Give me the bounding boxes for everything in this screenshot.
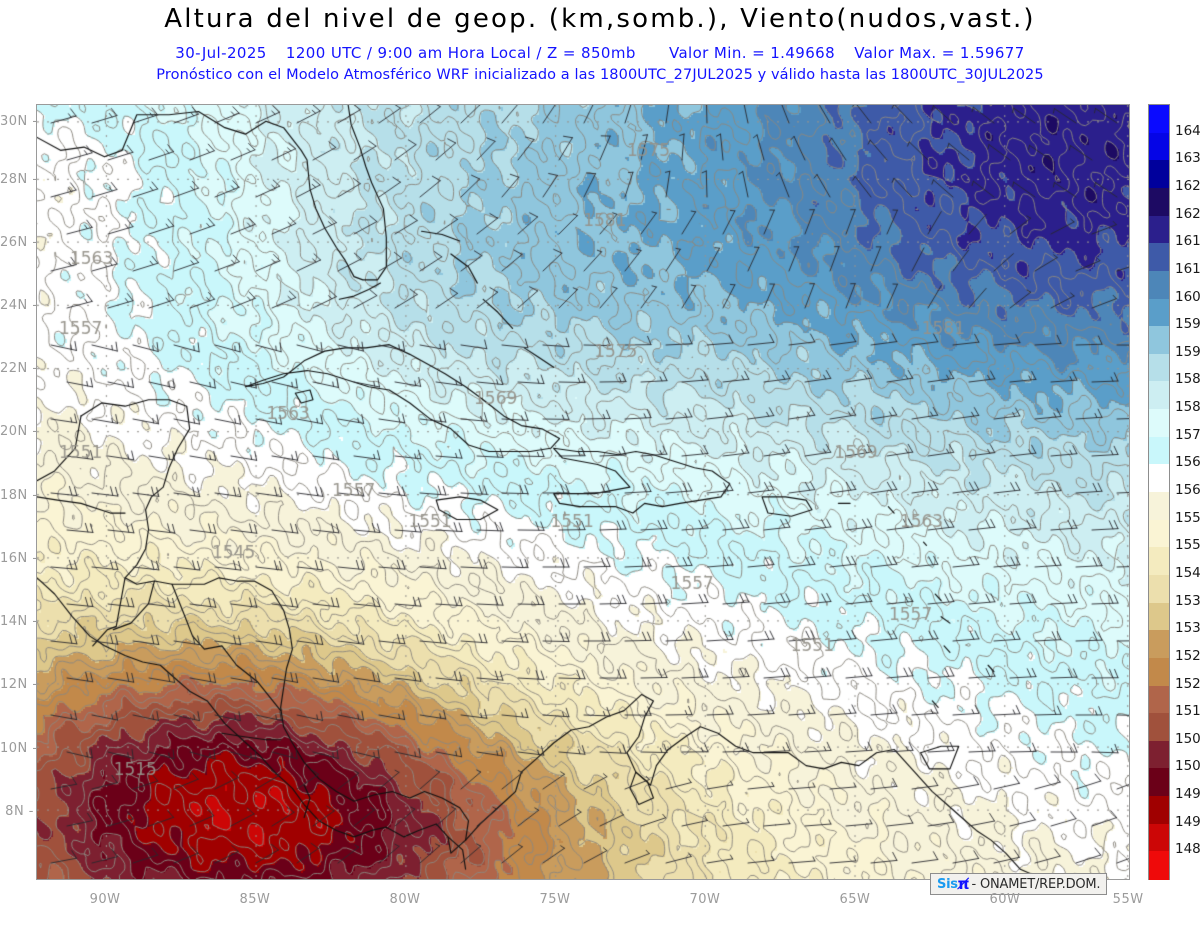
colorbar-swatch [1149,602,1169,631]
x-tick-label: 90W [89,892,121,907]
sis-logo-text: Sis [937,876,958,892]
x-tick-label: 85W [239,892,271,907]
colorbar-tick-label: 1485 [1175,841,1200,858]
x-tick-label: 55W [1112,892,1144,907]
colorbar-tick-label: 1617 [1175,233,1200,250]
colorbar-swatch [1149,409,1169,438]
colorbar-tick-label: 1509 [1175,730,1200,747]
colorbar-tick-label: 1635 [1175,150,1200,167]
y-tick-label: 30N - [0,113,38,129]
colorbar-swatch [1149,298,1169,327]
y-tick-label: 10N - [0,740,38,756]
y-tick-label: 22N - [0,361,38,377]
colorbar-swatch [1149,326,1169,355]
colorbar-swatch [1149,436,1169,465]
colorbar-swatch [1149,740,1169,770]
map-canvas [37,105,1129,879]
colorbar-swatch [1149,768,1169,797]
colorbar-tick-label: 1575 [1175,426,1200,443]
colorbar-swatch [1149,464,1169,493]
colorbar-tick-label: 1587 [1175,371,1200,388]
y-tick-label: 28N - [0,171,38,187]
map-plot-area[interactable] [36,104,1130,880]
agency-text: - ONAMET/REP.DOM. [971,876,1101,892]
x-tick-label: 70W [689,892,721,907]
colorbar-swatch [1149,657,1169,687]
colorbar-tick-label: 1599 [1175,316,1200,333]
colorbar [1148,104,1170,880]
y-tick-label: 18N - [0,487,38,503]
colorbar-swatch [1149,160,1169,189]
colorbar-swatch [1149,796,1169,825]
colorbar-swatch [1149,492,1169,521]
pi-logo-icon: π̸ [957,875,970,893]
colorbar-tick-label: 1539 [1175,592,1200,609]
colorbar-swatch [1149,685,1169,714]
cycle-info: 1200 UTC / 9:00 am Hora Local / Z = 850m… [285,44,636,62]
colorbar-tick-label: 1563 [1175,482,1200,498]
colorbar-tick-label: 1515 [1175,703,1200,720]
colorbar-tick-label: 1623 [1175,205,1200,222]
y-tick-label: 16N - [0,550,38,566]
colorbar-tick-label: 1557 [1175,509,1200,526]
colorbar-swatch [1149,381,1169,410]
subtitle-line-2: Pronóstico con el Modelo Atmosférico WRF… [156,67,1044,83]
colorbar-swatch [1149,630,1169,659]
forecast-date: 30-Jul-2025 [175,44,267,62]
colorbar-swatch [1149,243,1169,272]
colorbar-swatch [1149,519,1169,548]
colorbar-swatch [1149,574,1169,604]
y-tick-label: 20N - [0,424,38,440]
colorbar-swatch [1149,187,1169,217]
y-tick-label: 8N - [5,803,34,819]
value-max: Valor Max. = 1.59677 [854,44,1025,62]
y-tick-label: 12N - [0,677,38,693]
colorbar-tick-label: 1527 [1175,647,1200,664]
colorbar-tick-label: 1533 [1175,620,1200,637]
subtitle-line-1: 30-Jul-2025 1200 UTC / 9:00 am Hora Loca… [0,44,1200,62]
colorbar-swatch [1149,547,1169,576]
colorbar-tick-label: 1569 [1175,454,1200,471]
colorbar-tick-label: 1545 [1175,564,1200,581]
colorbar-swatch [1149,851,1169,880]
colorbar-swatch [1149,105,1169,134]
y-tick-label: 14N - [0,614,38,630]
x-tick-label: 75W [539,892,571,907]
colorbar-swatch [1149,132,1169,161]
colorbar-tick-label: 1605 [1175,288,1200,305]
colorbar-tick-label: 1593 [1175,343,1200,360]
x-tick-label: 60W [989,892,1021,907]
colorbar-swatch [1149,353,1169,383]
y-tick-label: 26N - [0,234,38,250]
colorbar-swatch [1149,270,1169,300]
credit-badge: Sis π̸ - ONAMET/REP.DOM. [930,873,1108,895]
x-tick-label: 65W [839,892,871,907]
colorbar-tick-label: 1629 [1175,177,1200,194]
x-tick-label: 80W [389,892,421,907]
colorbar-tick-label: 1503 [1175,758,1200,775]
value-min: Valor Min. = 1.49668 [668,44,836,62]
page-title: Altura del nivel de geop. (km,somb.), Vi… [164,4,1036,34]
colorbar-swatch [1149,823,1169,852]
colorbar-swatch [1149,713,1169,742]
colorbar-swatch [1149,215,1169,244]
y-tick-label: 24N - [0,297,38,313]
colorbar-tick-label: 1497 [1175,786,1200,803]
